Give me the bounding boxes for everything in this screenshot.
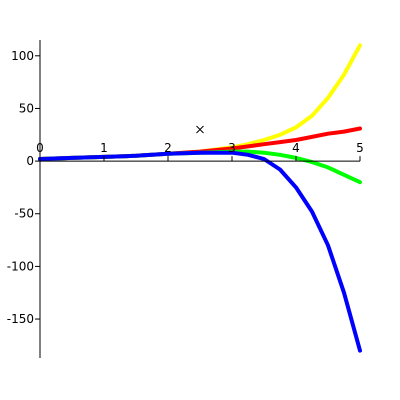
x-tick-label: 3	[228, 141, 236, 155]
x-tick-label: 5	[356, 141, 364, 155]
point-marker	[196, 125, 204, 134]
x-tick-label: 1	[100, 141, 108, 155]
y-tick-label: -50	[14, 207, 34, 221]
x-tick-label: 4	[292, 141, 300, 155]
series-line	[38, 43, 362, 161]
y-tick-label: 100	[11, 49, 34, 63]
x-tick-label: 0	[36, 141, 44, 155]
series-line	[38, 150, 362, 353]
y-tick-label: -100	[7, 259, 34, 273]
y-tick-label: -150	[7, 312, 34, 326]
x-tick-label: 2	[164, 141, 172, 155]
y-tick-label: 0	[26, 154, 34, 168]
y-tick-label: 50	[19, 101, 34, 115]
